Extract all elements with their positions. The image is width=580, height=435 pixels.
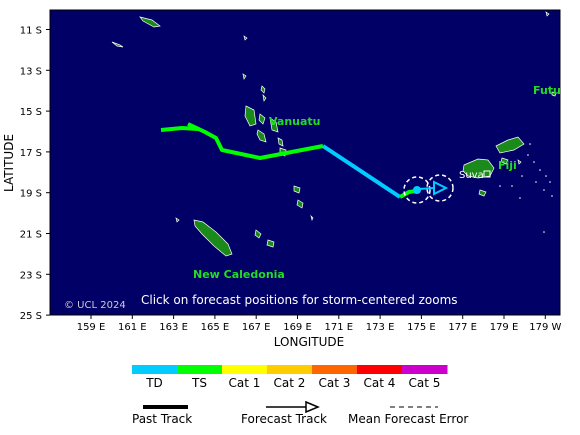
- fiji-island: [500, 157, 509, 165]
- lon-tick-label: 179 E: [490, 322, 519, 333]
- category-label: Cat 3: [319, 376, 351, 390]
- island: [243, 35, 248, 41]
- label-fiji: Fiji: [498, 159, 517, 172]
- lat-tick-label: 11 S: [20, 26, 42, 37]
- category-label: Cat 5: [409, 376, 441, 390]
- vanuatu-island: [256, 129, 267, 143]
- solomon-island: [139, 16, 161, 28]
- zoom-notice: Click on forecast positions for storm-ce…: [141, 293, 458, 307]
- vanuatu-island: [277, 137, 284, 147]
- lon-tick-label: 161 E: [118, 322, 147, 333]
- storm-track: [160, 122, 454, 204]
- kadavu-island: [478, 189, 487, 197]
- island: [242, 73, 247, 80]
- category-label: TS: [191, 376, 207, 390]
- loyalty-island: [254, 229, 262, 239]
- place-labels: Vanuatu New Caledonia Fiji Futu Suva: [193, 84, 561, 281]
- vanuatu-island: [244, 105, 257, 127]
- category-swatch: [267, 365, 313, 374]
- vanuatu-island: [269, 117, 279, 133]
- lon-tick-label: 175 E: [407, 322, 436, 333]
- forecast-error-circle: [426, 174, 454, 202]
- vanuatu-island: [258, 113, 266, 125]
- island: [310, 214, 314, 222]
- futuna-island: [551, 91, 557, 97]
- past-track-td-segment: [321, 144, 402, 199]
- forecast-track-legend-arrow-icon: [305, 400, 320, 414]
- lon-tick-label: 177 E: [448, 322, 477, 333]
- reef-dots: [499, 143, 553, 233]
- lon-tick-label: 179 W: [529, 322, 561, 333]
- y-axis-title: LATITUDE: [2, 134, 16, 192]
- lon-tick-label: 165 E: [201, 322, 230, 333]
- lat-tick-label: 21 S: [20, 230, 42, 241]
- island: [175, 217, 180, 223]
- loyalty-island: [266, 239, 275, 248]
- label-suva: Suva: [459, 170, 484, 181]
- copyright-text: © UCL 2024: [64, 300, 126, 311]
- land-masses: [111, 11, 557, 257]
- vanua-levu-island: [495, 136, 525, 154]
- new-caledonia-island: [193, 219, 233, 257]
- category-label: TD: [145, 376, 163, 390]
- lat-tick-label: 15 S: [20, 107, 42, 118]
- label-new-caledonia: New Caledonia: [193, 268, 285, 281]
- category-swatch: [357, 365, 403, 374]
- category-swatch: [177, 365, 223, 374]
- lat-tick-label: 25 S: [20, 311, 42, 322]
- lon-tick-label: 169 E: [283, 322, 312, 333]
- lat-tick-label: 23 S: [20, 270, 42, 281]
- category-labels: TD TS Cat 1 Cat 2 Cat 3 Cat 4 Cat 5: [145, 376, 440, 390]
- category-color-bar: [132, 365, 448, 374]
- solomon-island: [111, 41, 124, 48]
- vanuatu-island: [262, 93, 267, 102]
- island: [545, 11, 550, 17]
- forecast-track-line: [418, 187, 435, 190]
- lon-tick-label: 167 E: [242, 322, 271, 333]
- forecast-track-label: Forecast Track: [241, 412, 327, 426]
- lat-tick-label: 17 S: [20, 148, 42, 159]
- vanuatu-island: [260, 85, 266, 94]
- category-label: Cat 1: [229, 376, 261, 390]
- category-swatch: [132, 365, 178, 374]
- x-axis-title: LONGITUDE: [274, 335, 344, 349]
- lon-tick-label: 171 E: [325, 322, 354, 333]
- label-futuna: Futu: [533, 84, 561, 97]
- category-swatch: [222, 365, 268, 374]
- map-axes: 11 S 13 S 15 S 17 S 19 S 21 S 23 S 25 S 159 E 16…: [2, 9, 561, 349]
- past-track-label: Past Track: [132, 412, 192, 426]
- map-frame: [49, 9, 561, 316]
- category-swatch: [402, 365, 448, 374]
- lon-tick-label: 173 E: [366, 322, 395, 333]
- fiji-island: [517, 159, 522, 165]
- lat-tick-label: 13 S: [20, 66, 42, 77]
- suva-marker: [483, 170, 491, 178]
- current-position-marker[interactable]: [413, 186, 421, 194]
- label-vanuatu: Vanuatu: [269, 115, 321, 128]
- legend: TD TS Cat 1 Cat 2 Cat 3 Cat 4 Cat 5 Past Track…: [132, 365, 468, 426]
- past-track-ts-segment: [160, 126, 199, 132]
- forecast-error-circle: [403, 176, 431, 204]
- past-track-ts-segment: [187, 122, 324, 160]
- category-swatch: [312, 365, 358, 374]
- lon-tick-label: 159 E: [77, 322, 106, 333]
- lon-tick-label: 163 E: [159, 322, 188, 333]
- lat-tick-label: 19 S: [20, 189, 42, 200]
- mean-error-label: Mean Forecast Error: [348, 412, 468, 426]
- category-label: Cat 4: [364, 376, 396, 390]
- vanuatu-island: [296, 199, 304, 209]
- category-label: Cat 2: [274, 376, 306, 390]
- vanuatu-island: [293, 185, 301, 194]
- forecast-arrow-icon[interactable]: [433, 180, 449, 196]
